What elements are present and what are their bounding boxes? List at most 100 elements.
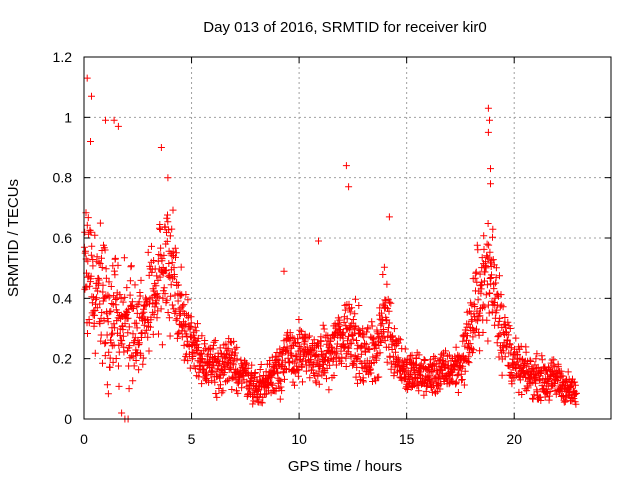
data-point	[166, 232, 174, 240]
data-point	[89, 256, 97, 263]
data-point	[213, 393, 221, 401]
data-point	[448, 377, 455, 385]
data-point	[416, 368, 424, 376]
data-point	[195, 344, 202, 352]
data-point	[158, 255, 166, 263]
data-point	[475, 331, 483, 339]
data-point	[377, 339, 385, 346]
data-point	[129, 330, 137, 338]
data-point	[161, 290, 169, 298]
data-point	[469, 333, 477, 341]
data-point	[121, 320, 129, 328]
data-point	[296, 326, 304, 334]
data-point	[405, 355, 413, 363]
data-point	[165, 260, 173, 267]
data-point	[345, 183, 353, 191]
data-point	[457, 364, 465, 372]
data-points	[80, 74, 580, 423]
data-point	[354, 379, 361, 387]
data-point	[564, 368, 572, 376]
data-point	[277, 361, 285, 369]
data-point	[408, 351, 416, 359]
data-point	[322, 331, 330, 339]
data-point	[273, 356, 281, 363]
axis-ticks: 0 0.2 0.4 0.6 0.8 1 1.2 0 5 10 15 20	[53, 49, 611, 447]
data-point	[476, 270, 484, 278]
data-point	[91, 231, 99, 239]
data-point	[116, 331, 124, 339]
data-point	[155, 330, 162, 338]
data-point	[119, 332, 127, 340]
data-point	[234, 389, 242, 397]
data-point	[170, 264, 178, 272]
data-point	[120, 348, 128, 356]
data-point	[191, 323, 199, 331]
data-point	[166, 332, 174, 340]
data-point	[143, 326, 151, 334]
data-point	[347, 339, 355, 347]
data-point	[490, 285, 498, 293]
data-point	[495, 332, 503, 340]
y-tick-label: 0.4	[53, 290, 73, 306]
data-point	[81, 228, 89, 236]
data-point	[554, 377, 562, 385]
data-point	[299, 378, 306, 386]
data-point	[314, 372, 322, 380]
data-point	[160, 284, 168, 292]
data-point	[171, 244, 179, 252]
data-point	[174, 281, 182, 289]
data-point	[275, 376, 283, 384]
data-point	[280, 267, 288, 275]
data-point	[415, 351, 423, 359]
data-point	[128, 298, 136, 306]
data-point	[311, 352, 319, 359]
data-point	[546, 388, 554, 395]
y-axis-label: SRMTID / TECUs	[5, 179, 22, 297]
data-point	[341, 306, 349, 314]
data-point	[117, 294, 125, 302]
data-point	[114, 261, 122, 269]
data-point	[378, 309, 385, 317]
data-point	[522, 348, 530, 356]
data-point	[376, 349, 384, 357]
data-point	[183, 337, 191, 345]
data-point	[366, 346, 374, 353]
data-point	[315, 380, 323, 388]
data-point	[572, 400, 580, 408]
data-point	[402, 384, 410, 392]
data-point	[486, 248, 494, 256]
data-point	[345, 332, 352, 340]
data-point	[142, 294, 150, 302]
data-point	[472, 268, 480, 276]
data-point	[483, 316, 491, 324]
data-point	[306, 332, 313, 340]
data-point	[357, 350, 365, 358]
data-point	[351, 310, 359, 318]
data-point	[86, 282, 94, 290]
data-point	[496, 272, 503, 280]
data-point	[126, 342, 134, 350]
data-point	[444, 352, 452, 360]
data-point	[516, 345, 524, 353]
data-point	[165, 314, 173, 322]
data-point	[201, 337, 209, 344]
data-point	[267, 380, 275, 388]
data-point	[131, 281, 139, 289]
data-point	[352, 354, 360, 362]
data-point	[452, 378, 460, 386]
data-point	[168, 301, 176, 309]
data-point	[442, 358, 450, 366]
data-point	[137, 276, 145, 284]
data-point	[125, 385, 133, 393]
data-point	[187, 319, 195, 327]
data-point	[152, 291, 160, 298]
data-point	[99, 288, 107, 296]
data-point	[106, 354, 114, 362]
data-point	[158, 341, 166, 349]
data-point	[84, 257, 92, 265]
data-point	[492, 264, 500, 272]
data-point	[453, 372, 461, 380]
data-point	[254, 398, 262, 406]
y-tick-label: 0.6	[53, 230, 73, 246]
data-point	[400, 364, 408, 372]
